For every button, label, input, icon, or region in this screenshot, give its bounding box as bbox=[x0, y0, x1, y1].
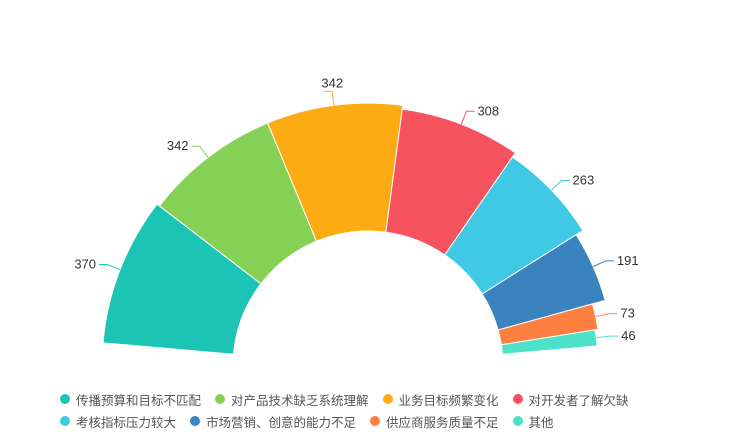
legend-item-7[interactable]: 其他 bbox=[512, 412, 554, 431]
legend-label: 传播预算和目标不匹配 bbox=[76, 393, 202, 408]
legend-dot-icon bbox=[370, 416, 381, 426]
legend-dot-icon bbox=[512, 394, 523, 404]
slice-3[interactable] bbox=[385, 108, 517, 256]
legend-label: 供应商服务质量不足 bbox=[386, 415, 499, 430]
legend-item-3[interactable]: 对开发者了解欠缺 bbox=[512, 390, 629, 409]
legend-dot-icon bbox=[512, 416, 523, 426]
legend-label: 考核指标压力较大 bbox=[76, 415, 177, 430]
slice-0[interactable] bbox=[102, 203, 262, 355]
value-label-6: 73 bbox=[620, 306, 634, 321]
leader-line-0 bbox=[99, 264, 121, 271]
value-label-7: 46 bbox=[621, 328, 635, 343]
slice-4[interactable] bbox=[444, 156, 584, 295]
legend-item-2[interactable]: 业务目标频繁变化 bbox=[382, 390, 499, 409]
legend-label: 其他 bbox=[528, 415, 554, 430]
slice-7[interactable] bbox=[500, 329, 598, 355]
legend-item-4[interactable]: 考核指标压力较大 bbox=[60, 412, 176, 431]
leader-line-4 bbox=[551, 179, 570, 191]
leader-line-7 bbox=[596, 335, 619, 339]
legend-item-1[interactable]: 对产品技术缺乏系统理解 bbox=[215, 390, 369, 409]
value-label-4: 263 bbox=[573, 172, 595, 187]
leader-line-1 bbox=[191, 145, 209, 158]
legend: 传播预算和目标不匹配 对产品技术缺乏系统理解 业务目标频繁变化 对开发者了解欠缺 考核… bbox=[60, 388, 710, 432]
legend-row: 考核指标压力较大 市场营销、创意的能力不足 供应商服务质量不足 其他 bbox=[60, 410, 710, 432]
leader-line-5 bbox=[592, 260, 614, 267]
legend-label: 市场营销、创意的能力不足 bbox=[206, 415, 357, 430]
value-label-5: 191 bbox=[617, 253, 639, 268]
legend-item-6[interactable]: 供应商服务质量不足 bbox=[370, 412, 499, 431]
legend-dot-icon bbox=[60, 416, 70, 426]
legend-label: 对开发者了解欠缺 bbox=[528, 393, 629, 408]
legend-dot-icon bbox=[190, 416, 201, 426]
legend-row: 传播预算和目标不匹配 对产品技术缺乏系统理解 业务目标频繁变化 对开发者了解欠缺 bbox=[60, 388, 710, 410]
legend-label: 对产品技术缺乏系统理解 bbox=[231, 393, 369, 408]
value-label-3: 308 bbox=[477, 103, 499, 118]
slice-2[interactable] bbox=[266, 102, 404, 242]
legend-dot-icon bbox=[215, 394, 226, 404]
legend-item-5[interactable]: 市场营销、创意的能力不足 bbox=[190, 412, 356, 431]
value-label-1: 342 bbox=[167, 138, 189, 153]
legend-label: 业务目标频繁变化 bbox=[398, 393, 499, 408]
leader-line-3 bbox=[460, 110, 475, 125]
legend-item-0[interactable]: 传播预算和目标不匹配 bbox=[60, 390, 201, 409]
value-label-2: 342 bbox=[321, 75, 343, 90]
legend-dot-icon bbox=[60, 394, 70, 404]
leader-line-6 bbox=[595, 313, 618, 318]
legend-dot-icon bbox=[382, 394, 393, 404]
leader-line-2 bbox=[324, 90, 335, 106]
value-label-0: 370 bbox=[74, 257, 96, 272]
